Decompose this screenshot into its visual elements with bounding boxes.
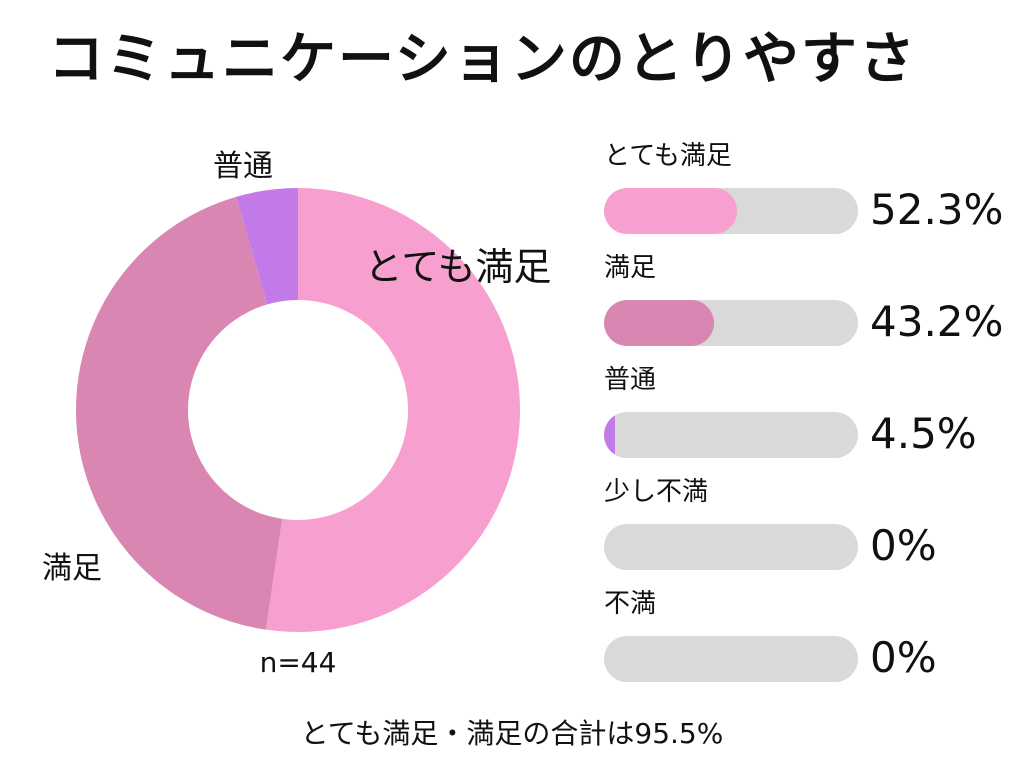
slice-label-neutral: 普通 bbox=[213, 149, 273, 184]
bar-fill-very-satisfied bbox=[604, 188, 737, 234]
legend-item-neutral: 普通 4.5% bbox=[604, 364, 1014, 476]
legend-label: 普通 bbox=[604, 365, 657, 395]
legend-value: 43.2% bbox=[870, 297, 1004, 346]
legend-value: 4.5% bbox=[870, 409, 977, 458]
legend-value: 52.3% bbox=[870, 185, 1004, 234]
slice-label-very-satisfied: とても満足 bbox=[365, 245, 552, 289]
legend-label: 少し不満 bbox=[604, 477, 709, 507]
bar-track bbox=[604, 524, 858, 570]
donut-slice-neutral bbox=[236, 188, 298, 305]
legend-value: 0% bbox=[870, 633, 937, 682]
sample-size-label: n=44 bbox=[260, 646, 337, 679]
legend: とても満足 52.3% 満足 43.2% 普通 4.5% 少し不満 0% 不満 … bbox=[604, 140, 1014, 700]
legend-label: 不満 bbox=[604, 589, 657, 619]
legend-item-satisfied: 満足 43.2% bbox=[604, 252, 1014, 364]
bar-track bbox=[604, 412, 858, 458]
page-title: コミュニケーションのとりやすさ bbox=[48, 27, 917, 92]
bar-fill-satisfied bbox=[604, 300, 714, 346]
legend-label: とても満足 bbox=[604, 141, 732, 171]
bar-track bbox=[604, 300, 858, 346]
legend-item-slightly-dissatisfied: 少し不満 0% bbox=[604, 476, 1014, 588]
legend-item-very-satisfied: とても満足 52.3% bbox=[604, 140, 1014, 252]
donut-slice-very-satisfied bbox=[266, 188, 520, 632]
legend-label: 満足 bbox=[604, 253, 657, 283]
legend-item-dissatisfied: 不満 0% bbox=[604, 588, 1014, 700]
bar-track bbox=[604, 636, 858, 682]
bar-fill-neutral bbox=[604, 412, 616, 458]
donut-slice-satisfied bbox=[75, 196, 283, 630]
summary-text: とても満足・満足の合計は95.5% bbox=[300, 717, 724, 750]
slice-label-satisfied: 満足 bbox=[42, 551, 102, 586]
bar-track bbox=[604, 188, 858, 234]
legend-value: 0% bbox=[870, 521, 937, 570]
